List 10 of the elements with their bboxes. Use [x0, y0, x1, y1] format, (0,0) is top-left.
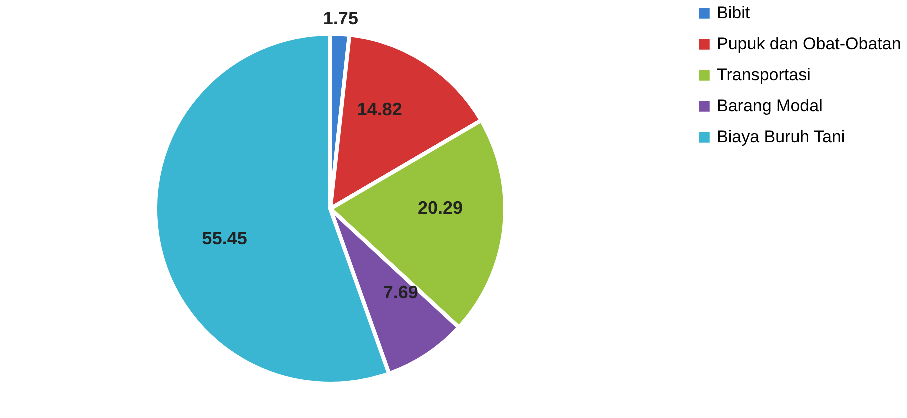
data-label: 55.45: [202, 228, 248, 249]
data-label: 7.69: [383, 282, 418, 303]
legend-label: Bibit: [717, 4, 750, 22]
data-label: 14.82: [357, 100, 402, 120]
data-label: 1.75: [323, 8, 358, 28]
legend-label: Pupuk dan Obat-Obatan: [717, 34, 902, 54]
data-label: 20.29: [418, 198, 464, 218]
legend-label: Transportasi: [717, 66, 811, 84]
legend-label: Barang Modal: [717, 96, 823, 116]
legend-label: Biaya Buruh Tani: [717, 128, 846, 146]
